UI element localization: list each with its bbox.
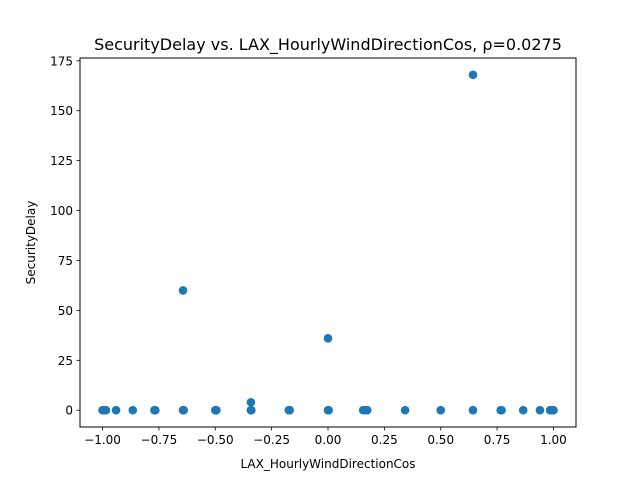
data-point: [468, 70, 478, 80]
y-tick-label: 25: [58, 354, 73, 368]
data-point: [179, 405, 189, 415]
data-point: [535, 405, 545, 415]
x-tick-label: 0.00: [315, 433, 342, 447]
y-tick-label: 100: [50, 204, 73, 218]
data-point: [151, 405, 160, 415]
x-tick-label: −0.50: [197, 433, 234, 447]
data-point: [128, 405, 138, 415]
plot-frame: [79, 57, 577, 428]
data-point: [178, 286, 188, 295]
data-point: [111, 405, 121, 415]
data-point: [246, 397, 256, 407]
x-tick-label: 0.25: [371, 433, 398, 447]
data-point: [549, 405, 558, 415]
data-point: [400, 405, 410, 415]
data-points: [98, 70, 558, 415]
axis-ticks: −1.00 −0.75 −0.50 −0.25 0.00 0.25 0.50 0.75 1.00…: [50, 54, 567, 447]
x-tick-label: −0.25: [253, 433, 290, 447]
x-tick-label: −1.00: [84, 433, 121, 447]
data-point: [518, 405, 528, 415]
y-tick-label: 0: [65, 404, 73, 418]
y-tick-label: 150: [50, 104, 73, 118]
x-axis-label: LAX_HourlyWindDirectionCos: [240, 457, 415, 471]
x-tick-label: 0.50: [427, 433, 454, 447]
data-point: [285, 405, 294, 415]
y-tick-label: 75: [58, 254, 73, 268]
data-point: [324, 405, 333, 415]
data-point: [212, 405, 221, 415]
data-point: [323, 334, 333, 343]
data-point: [497, 405, 506, 415]
data-point: [436, 405, 446, 415]
data-point: [362, 405, 372, 415]
data-point: [247, 405, 256, 415]
x-tick-label: 0.75: [484, 433, 511, 447]
y-tick-label: 50: [58, 304, 73, 318]
chart-title: SecurityDelay vs. LAX_HourlyWindDirectio…: [94, 35, 562, 55]
y-tick-label: 175: [50, 54, 73, 68]
y-tick-label: 125: [50, 154, 73, 168]
x-tick-label: −0.75: [141, 433, 178, 447]
x-tick-label: 1.00: [540, 433, 567, 447]
y-axis-label: SecurityDelay: [24, 201, 38, 285]
data-point: [101, 405, 111, 415]
data-point: [468, 405, 478, 415]
